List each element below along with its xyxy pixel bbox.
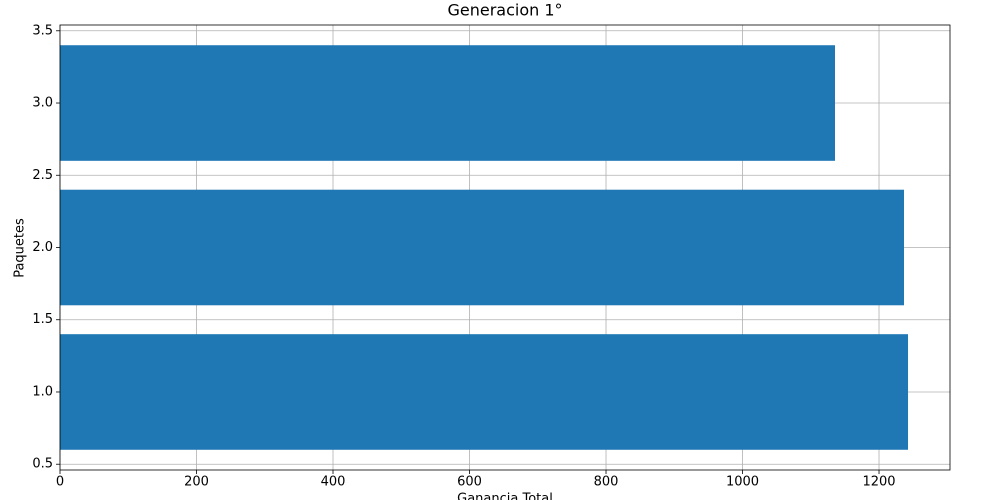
chart-title: Generacion 1° <box>447 1 562 20</box>
y-tick-label: 1.0 <box>32 384 53 399</box>
x-axis-label: Ganancia Total <box>457 492 553 500</box>
y-tick-label: 2.5 <box>32 168 53 183</box>
y-tick-label: 2.0 <box>32 240 53 255</box>
x-tick-label: 1000 <box>726 475 759 490</box>
y-tick-label: 3.0 <box>32 96 53 111</box>
y-axis-label: Paquetes <box>13 218 28 278</box>
y-tick-label: 1.5 <box>32 312 53 327</box>
x-tick-label: 400 <box>321 475 346 490</box>
plot-frame <box>59 24 951 471</box>
y-tick-label: 0.5 <box>32 457 53 472</box>
x-tick-label: 200 <box>184 475 209 490</box>
x-tick-label: 600 <box>457 475 482 490</box>
bar <box>60 189 904 306</box>
x-tick-label: 1200 <box>862 475 895 490</box>
bar <box>60 334 909 450</box>
y-tick-label: 3.5 <box>32 23 53 38</box>
bar <box>60 45 835 161</box>
x-tick-label: 800 <box>594 475 619 490</box>
x-tick-label: 0 <box>56 475 64 490</box>
